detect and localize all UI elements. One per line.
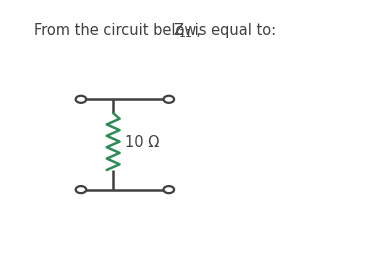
Circle shape xyxy=(164,186,174,193)
Text: From the circuit below,: From the circuit below, xyxy=(34,23,206,38)
Text: is equal to:: is equal to: xyxy=(190,23,276,38)
Text: 11: 11 xyxy=(179,29,193,39)
Text: Z: Z xyxy=(173,23,183,38)
Circle shape xyxy=(76,186,86,193)
Text: 10 Ω: 10 Ω xyxy=(125,134,160,149)
Circle shape xyxy=(164,96,174,103)
Circle shape xyxy=(76,96,86,103)
